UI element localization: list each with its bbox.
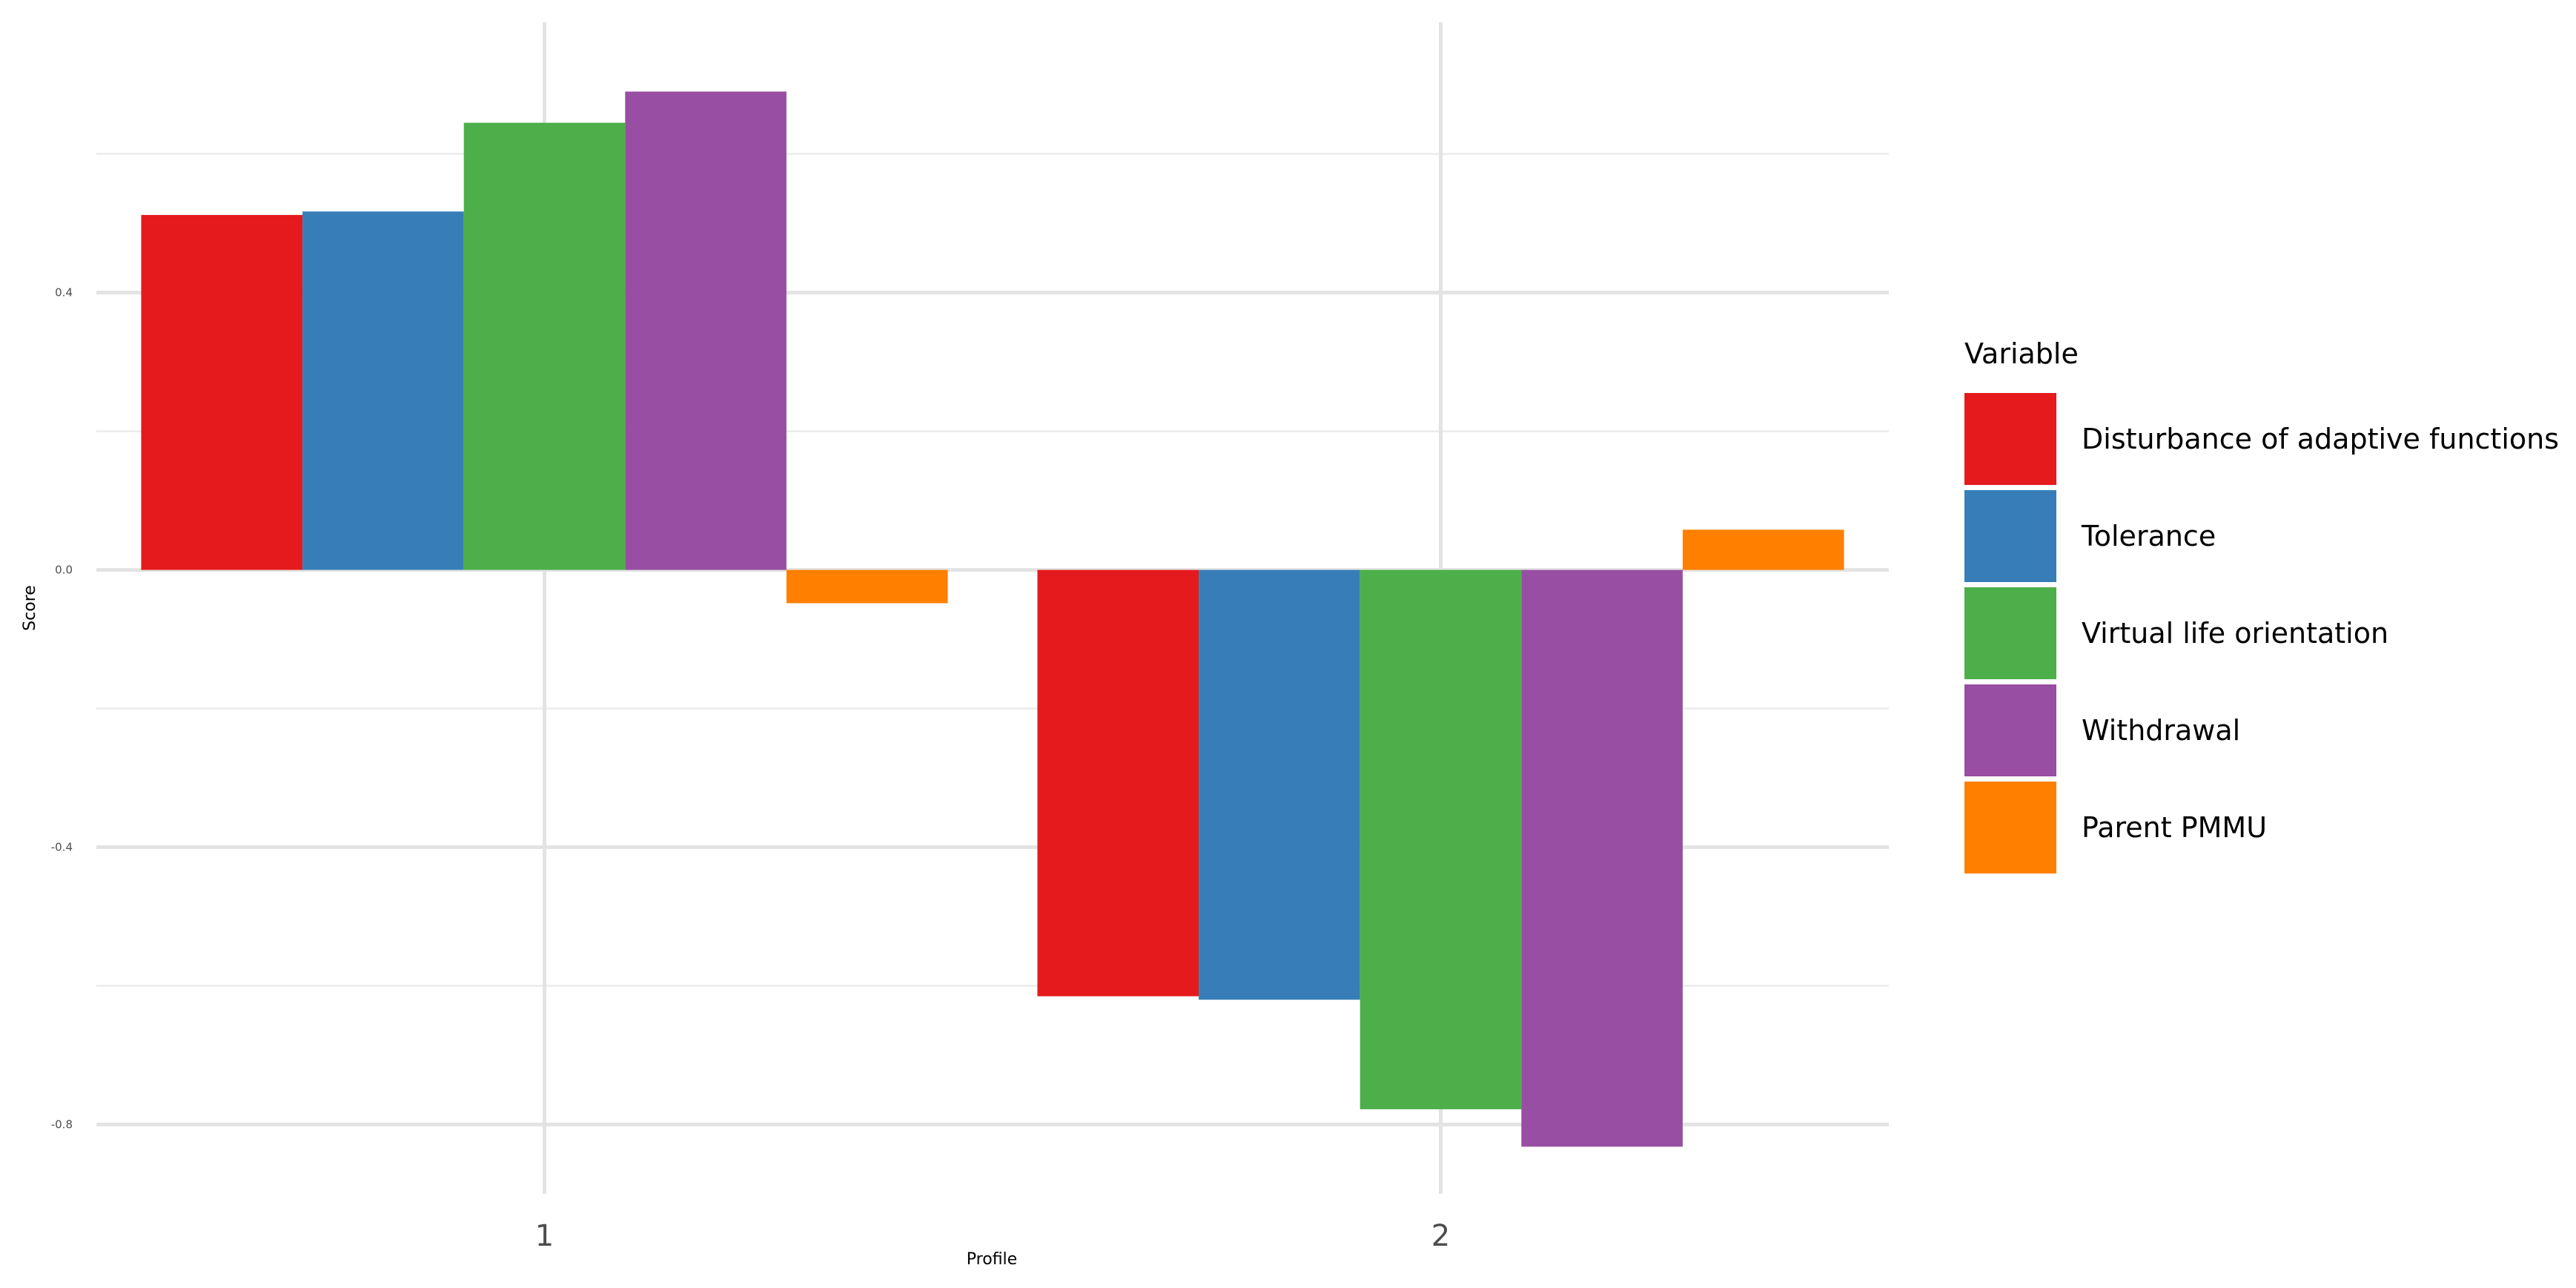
legend-key [1964, 393, 2056, 485]
bar [141, 214, 303, 570]
y-tick-label: 0.4 [55, 286, 73, 300]
x-tick-label: 2 [1431, 1219, 1450, 1253]
legend-key [1964, 587, 2056, 679]
y-axis-title: Score [21, 585, 39, 631]
legend-title: Variable [1964, 337, 2079, 370]
bar [463, 122, 626, 570]
bar [1037, 569, 1199, 997]
bar [1521, 569, 1683, 1147]
x-tick-label: 1 [535, 1219, 554, 1253]
bar [302, 211, 464, 570]
y-tick-labels: 0.4 0.0 -0.4 -0.8 [51, 286, 73, 1132]
legend-label: Parent PMMU [2082, 811, 2267, 844]
legend-key [1964, 782, 2056, 873]
y-tick-label: -0.4 [51, 841, 73, 854]
x-axis-title: Profile [967, 1250, 1017, 1269]
legend-label: Virtual life orientation [2082, 617, 2388, 650]
legend-key [1964, 490, 2056, 582]
y-tick-label: -0.8 [51, 1118, 73, 1132]
bar [625, 91, 787, 570]
bars [141, 91, 1844, 1147]
y-tick-label: 0.0 [55, 564, 73, 577]
legend-label: Disturbance of adaptive functions [2082, 423, 2559, 455]
legend-label: Withdrawal [2082, 714, 2240, 747]
legend-key [1964, 684, 2056, 776]
bar [786, 569, 948, 604]
legend-label: Tolerance [2081, 520, 2216, 552]
bar [1682, 529, 1844, 570]
bar [1360, 569, 1522, 1109]
bar [1199, 569, 1360, 1000]
legend: Variable Disturbance of adaptive functio… [1964, 337, 2559, 873]
